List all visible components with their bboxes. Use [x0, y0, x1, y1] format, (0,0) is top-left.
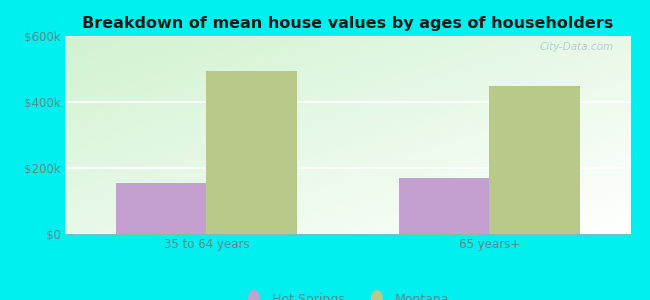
Bar — [116, 183, 207, 234]
Legend: Hot Springs, Montana: Hot Springs, Montana — [242, 288, 454, 300]
Bar — [207, 71, 297, 234]
Bar — [489, 85, 580, 234]
Bar — [398, 178, 489, 234]
Text: City-Data.com: City-Data.com — [540, 42, 614, 52]
Title: Breakdown of mean house values by ages of householders: Breakdown of mean house values by ages o… — [82, 16, 614, 31]
